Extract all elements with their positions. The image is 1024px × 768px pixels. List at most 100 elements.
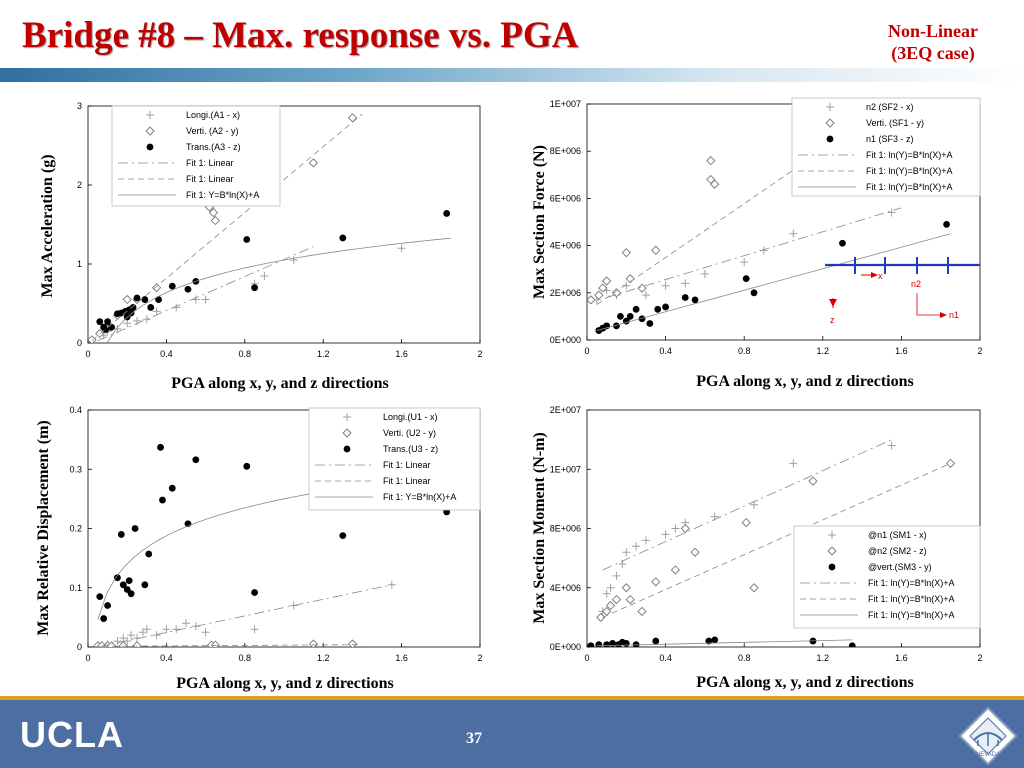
data-point (96, 318, 104, 326)
n2-label: n2 (911, 279, 921, 289)
legend-item: Fit 1: Y=B*ln(X)+A (315, 492, 456, 502)
legend-box (308, 407, 481, 511)
data-point (260, 271, 269, 280)
data-point (587, 295, 596, 305)
legend-item: n1 (SF3 - z) (826, 134, 914, 144)
x-tick-label: 0.4 (160, 349, 173, 359)
legend-marker (825, 118, 835, 128)
legend-label: Fit 1: ln(Y)=B*ln(X)+A (866, 166, 953, 176)
legend-item: Fit 1: Linear (118, 158, 234, 168)
data-point (622, 281, 631, 290)
data-point (594, 290, 604, 300)
page-number: 37 (466, 730, 482, 747)
data-point (104, 318, 111, 326)
data-point (681, 294, 689, 301)
legend-item: n2 (SF2 - x) (826, 102, 914, 112)
legend-item: Fit 1: Linear (315, 476, 431, 486)
x-tick-label: 0 (584, 653, 589, 663)
university-seal-icon: NEVADA (958, 706, 1018, 766)
data-point (108, 323, 115, 331)
y-tick-label: 3 (77, 101, 82, 111)
data-point (208, 208, 219, 218)
data-point (132, 641, 142, 647)
y-tick-label: 0.1 (69, 583, 82, 593)
data-point (839, 239, 846, 247)
data-point (119, 581, 127, 589)
y-tick-label: 2E+006 (550, 288, 581, 298)
data-point (339, 532, 347, 540)
data-point (129, 304, 137, 311)
legend-label: Fit 1: ln(Y)=B*ln(X)+A (866, 182, 953, 192)
legend-marker (826, 135, 834, 143)
y-tick-label: 0.2 (69, 524, 82, 534)
data-point (749, 583, 759, 593)
y-tick-label: 2E+007 (550, 405, 581, 415)
data-point (638, 315, 646, 323)
data-point (243, 236, 251, 243)
legend-label: n1 (SF3 - z) (866, 134, 914, 144)
data-point (637, 283, 647, 293)
legend-label: Fit 1: Linear (186, 174, 234, 184)
seal-label: NEVADA (976, 752, 1000, 758)
data-point (114, 574, 121, 582)
data-point (612, 571, 621, 580)
plot-frame (87, 105, 481, 344)
fit-line (596, 122, 863, 305)
data-point (626, 313, 634, 320)
data-point (243, 462, 251, 470)
legend-marker (146, 143, 154, 151)
x-tick-label: 1.6 (395, 349, 408, 359)
legend-label: Fit 1: Y=B*ln(X)+A (186, 190, 259, 200)
data-point (201, 628, 210, 637)
data-point (182, 619, 190, 628)
data-point (641, 291, 650, 300)
x-axis-title: PGA along x, y, and z directions (171, 375, 389, 392)
data-point (750, 289, 758, 297)
legend-label: Fit 1: Y=B*ln(X)+A (383, 492, 456, 502)
data-point (632, 641, 640, 647)
title-divider (0, 68, 1024, 82)
x-tick-label: 2 (977, 346, 982, 356)
data-point (646, 320, 654, 327)
legend-label: Fit 1: ln(Y)=B*ln(X)+A (868, 610, 955, 620)
legend-marker (343, 445, 351, 453)
data-point (123, 319, 132, 328)
fit-line (97, 584, 392, 647)
y-tick-label: 0.3 (69, 464, 82, 474)
data-point (625, 594, 635, 605)
data-point (613, 322, 620, 330)
y-tick-label: 0.4 (69, 405, 82, 415)
data-point (184, 285, 192, 293)
y-tick-label: 0 (77, 338, 82, 348)
data-point (155, 296, 162, 303)
data-point (125, 577, 133, 585)
data-point (887, 208, 896, 217)
legend-item: Verti. (U2 - y) (342, 428, 436, 438)
legend-label: Verti. (A2 - y) (186, 126, 239, 136)
x-tick-label: 0 (584, 346, 589, 356)
data-point (611, 594, 622, 605)
x-tick-label: 0.8 (239, 349, 252, 359)
data-point (617, 313, 624, 320)
data-point (602, 589, 611, 598)
legend-item: Verti. (SF1 - y) (825, 118, 924, 128)
data-point (690, 547, 700, 557)
x-tick-label: 0 (85, 349, 90, 359)
data-point (598, 283, 608, 293)
data-point (661, 530, 670, 539)
data-point (622, 640, 630, 647)
legend-item: Verti. (A2 - y) (145, 126, 239, 136)
n1-leader-line (916, 293, 942, 316)
y-tick-label: 1E+007 (550, 464, 581, 474)
fit-line (596, 639, 853, 647)
data-point (142, 315, 151, 324)
y-tick-label: 2 (77, 180, 82, 190)
legend-item: @vert.(SM3 - y) (828, 562, 932, 572)
data-point (251, 589, 258, 596)
legend-label: @vert.(SM3 - y) (868, 562, 932, 572)
data-point (162, 625, 171, 634)
x-tick-label: 1.6 (895, 653, 908, 663)
legend-item: Longi.(A1 - x) (146, 110, 240, 120)
data-point (741, 517, 751, 528)
data-point (808, 476, 818, 486)
